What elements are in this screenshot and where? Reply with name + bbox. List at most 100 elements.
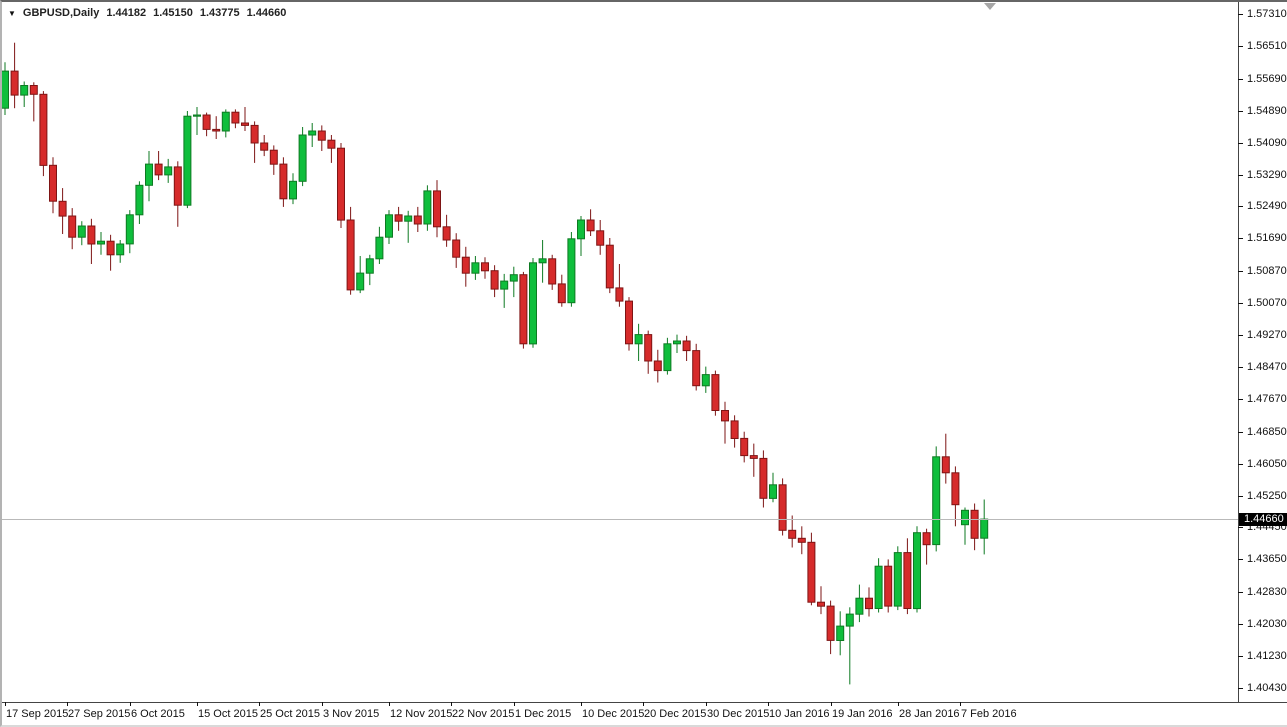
time-axis-label: 25 Oct 2015: [260, 708, 320, 720]
time-axis-label: 22 Nov 2015: [452, 708, 515, 720]
time-axis-tick: [322, 702, 323, 706]
price-axis-label: 1.47670: [1247, 393, 1287, 405]
chevron-down-icon[interactable]: ▼: [8, 8, 16, 18]
candle: [951, 472, 960, 506]
price-axis-label: 1.51690: [1247, 232, 1287, 244]
candle: [39, 93, 48, 166]
time-axis-label: 7 Feb 2016: [961, 708, 1017, 720]
candle: [154, 163, 163, 176]
candle: [538, 258, 547, 264]
time-axis-label: 12 Nov 2015: [390, 708, 453, 720]
candle: [116, 243, 125, 256]
candle: [2, 70, 9, 109]
candle: [193, 114, 201, 117]
time-axis-tick: [514, 702, 515, 706]
candle: [797, 537, 806, 543]
price-axis-label: 1.50070: [1247, 297, 1287, 309]
price-axis-tick: [1238, 303, 1243, 304]
time-axis-tick: [197, 702, 198, 706]
candle: [903, 552, 912, 609]
candle: [749, 455, 758, 459]
candle: [413, 215, 422, 225]
candle: [663, 343, 672, 372]
candle: [394, 214, 403, 222]
candle: [97, 240, 105, 245]
candle: [231, 111, 240, 124]
candle: [970, 509, 979, 539]
price-axis-label: 1.57310: [1247, 8, 1287, 20]
candle: [135, 184, 144, 216]
price-axis-tick: [1238, 688, 1243, 689]
candle: [442, 226, 451, 241]
candle: [961, 509, 969, 526]
candle: [164, 166, 173, 176]
candle: [577, 219, 585, 240]
candle: [711, 374, 720, 412]
time-axis-label: 10 Dec 2015: [582, 708, 645, 720]
price-axis-label: 1.50870: [1247, 265, 1287, 277]
candle: [269, 149, 278, 165]
price-axis-label: 1.52490: [1247, 200, 1287, 212]
candle: [500, 280, 509, 290]
candle: [807, 541, 816, 603]
time-axis-label: 19 Jan 2016: [832, 708, 893, 720]
time-axis-tick: [130, 702, 131, 706]
price-axis-tick: [1238, 111, 1243, 112]
candle: [241, 122, 249, 126]
price-axis-tick: [1238, 559, 1243, 560]
candle: [922, 532, 931, 546]
candle: [644, 334, 653, 362]
candle: [452, 239, 461, 258]
candle: [87, 225, 96, 245]
time-axis-label: 15 Oct 2015: [198, 708, 258, 720]
chart-header: ▼ GBPUSD,Daily 1.44182 1.45150 1.43775 1…: [8, 6, 286, 20]
candle: [49, 164, 57, 202]
candle: [77, 225, 86, 238]
chart-shift-marker-icon[interactable]: [984, 3, 996, 10]
candle: [106, 240, 115, 256]
time-axis-label: 28 Jan 2016: [899, 708, 960, 720]
candle: [289, 180, 297, 200]
candle: [10, 70, 19, 96]
candle: [509, 274, 518, 282]
price-axis-tick: [1238, 46, 1243, 47]
ohlc-open-value: 1.44182: [106, 7, 147, 19]
candle: [826, 605, 835, 641]
ohlc-low-value: 1.43775: [199, 7, 240, 19]
candle: [625, 300, 633, 345]
candle: [461, 256, 470, 274]
candle: [279, 163, 288, 200]
time-axis-tick: [5, 702, 6, 706]
candle: [615, 287, 624, 302]
candle: [932, 456, 941, 546]
candle: [145, 163, 153, 186]
candle: [874, 565, 883, 610]
price-axis-tick: [1238, 14, 1243, 15]
candle: [836, 625, 845, 641]
candle: [308, 130, 317, 136]
time-axis-label: 17 Sep 2015: [6, 708, 69, 720]
candle: [788, 529, 797, 539]
candle: [769, 484, 777, 499]
time-axis-label: 20 Dec 2015: [644, 708, 707, 720]
candle: [605, 244, 614, 289]
candle: [173, 166, 182, 206]
price-axis-tick: [1238, 496, 1243, 497]
time-axis-tick: [643, 702, 644, 706]
candle: [586, 219, 595, 232]
candle: [893, 552, 902, 607]
candle: [596, 230, 605, 246]
candle: [317, 130, 326, 141]
time-axis-label: 27 Sep 2015: [68, 708, 131, 720]
price-axis-label: 1.42030: [1247, 618, 1287, 630]
symbol-period-label: GBPUSD,Daily: [22, 7, 100, 19]
price-chart-canvas[interactable]: [2, 2, 1238, 702]
candle: [980, 518, 989, 539]
candle: [692, 350, 701, 387]
time-axis-label: 1 Dec 2015: [515, 708, 572, 720]
time-axis-tick: [389, 702, 390, 706]
candle: [298, 134, 307, 182]
candle: [941, 456, 950, 474]
candle: [29, 85, 38, 95]
candle: [20, 85, 29, 96]
